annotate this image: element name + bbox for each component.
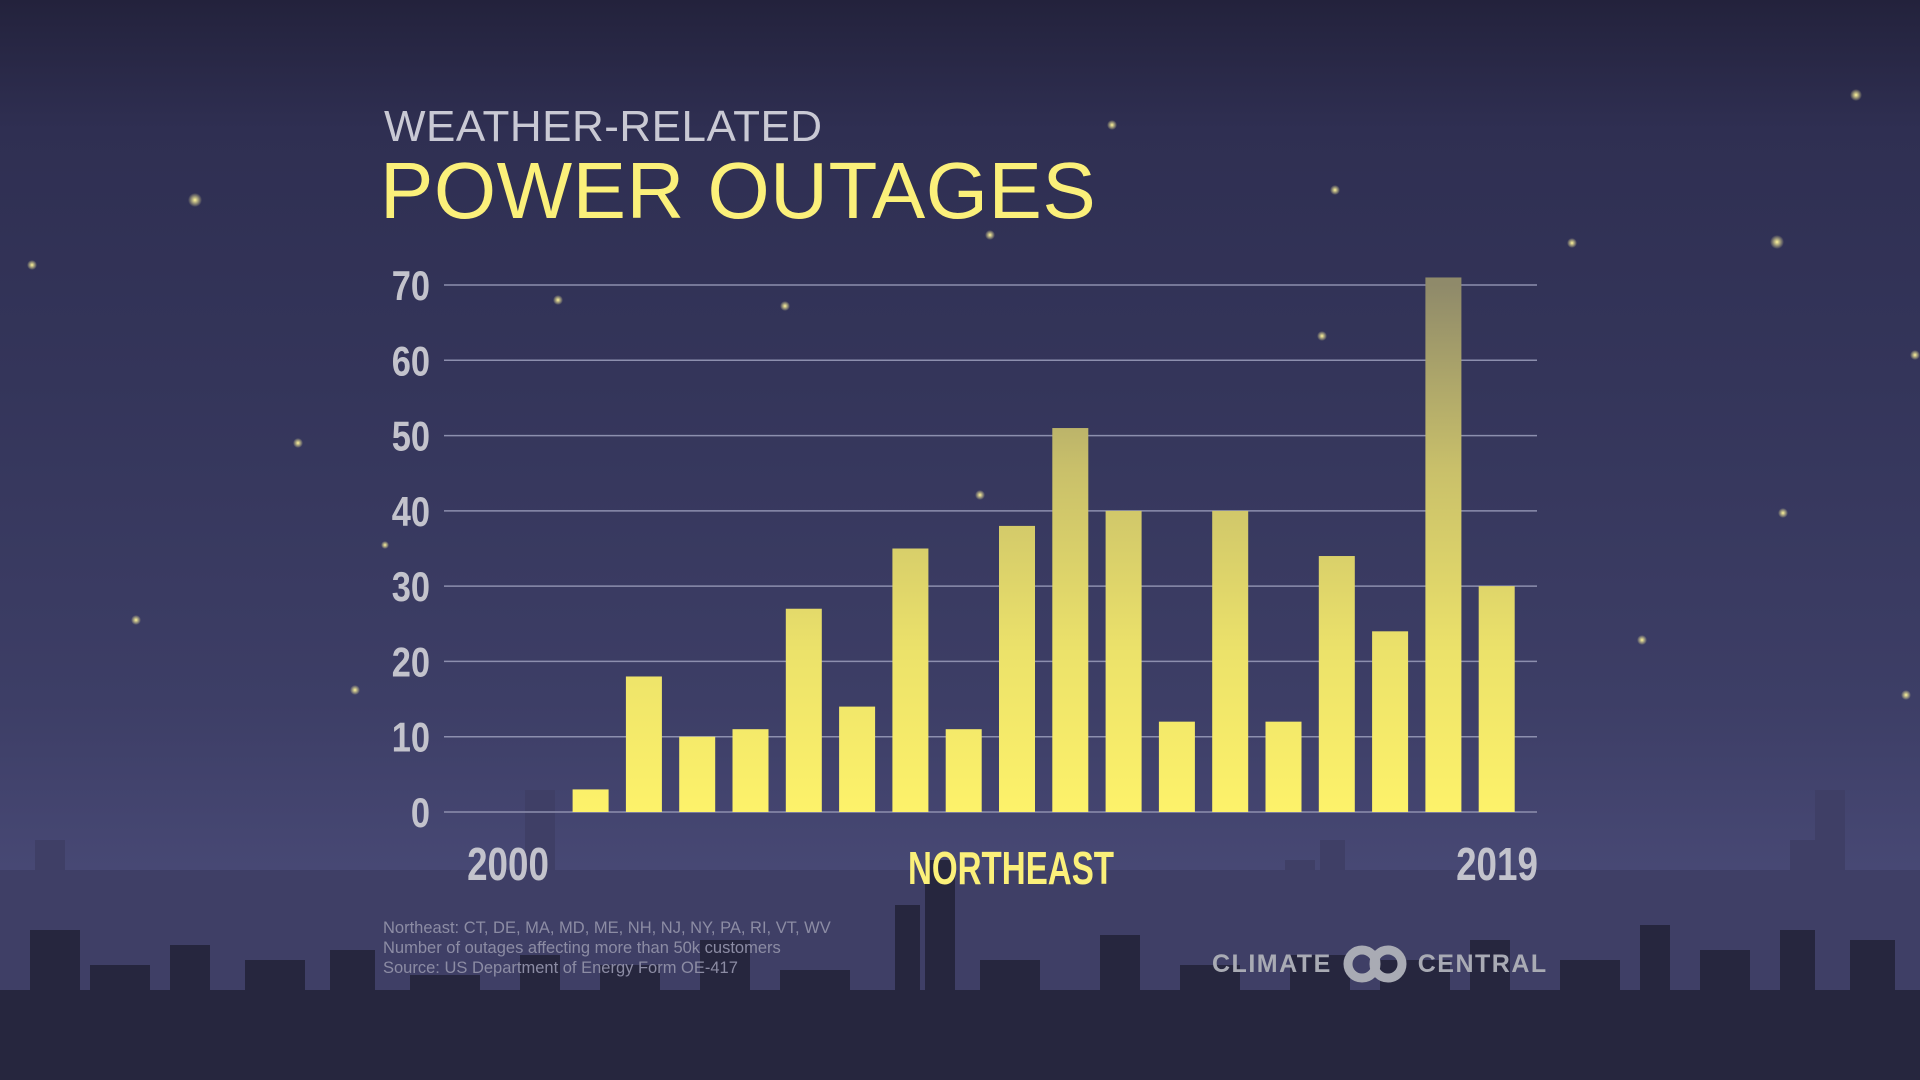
x-tick-label-end: 2019	[1456, 838, 1538, 890]
bar-2013	[1158, 721, 1195, 812]
x-tick-label-start: 2000	[467, 838, 549, 890]
stars	[27, 89, 1920, 700]
y-tick-label: 10	[392, 715, 430, 762]
bars	[572, 277, 1515, 812]
logo-text-left: CLIMATE	[1212, 949, 1332, 978]
x-axis-label: NORTHEAST	[908, 844, 1114, 894]
y-tick-label: 0	[411, 790, 430, 837]
bar-2014	[1212, 510, 1249, 812]
logo-text-right: CENTRAL	[1417, 949, 1548, 978]
y-tick-label: 60	[392, 338, 430, 385]
y-tick-label: 50	[392, 413, 430, 460]
bar-2003	[625, 676, 662, 812]
gridlines	[444, 284, 1537, 813]
footnote-region: Northeast: CT, DE, MA, MD, ME, NH, NJ, N…	[383, 919, 831, 937]
bar-2004	[679, 736, 716, 812]
bar-2017	[1372, 631, 1409, 812]
bar-2012	[1105, 510, 1142, 812]
bar-2002	[572, 789, 609, 812]
bar-2008	[892, 548, 929, 812]
bar-2018	[1425, 277, 1462, 812]
bar-2015	[1265, 721, 1302, 812]
bar-2016	[1318, 556, 1355, 812]
bar-2009	[945, 729, 982, 812]
footnotes: Northeast: CT, DE, MA, MD, ME, NH, NJ, N…	[383, 918, 831, 978]
y-axis-ticks: 0 10 20 30 40 50 60 70	[392, 263, 430, 837]
chart-subtitle: WEATHER-RELATED	[384, 102, 823, 151]
footnote-source: Source: US Department of Energy Form OE-…	[383, 959, 738, 977]
y-tick-label: 70	[392, 263, 430, 310]
skyline-front	[0, 860, 1920, 1080]
y-tick-label: 30	[392, 564, 430, 611]
chart-title: POWER OUTAGES	[380, 146, 1097, 235]
logo-rings-icon	[1343, 945, 1407, 983]
bar-2010	[999, 525, 1035, 812]
bar-2007	[839, 706, 876, 812]
y-tick-label: 40	[392, 489, 430, 536]
footnote-definition: Number of outages affecting more than 50…	[383, 939, 781, 957]
climate-central-logo: CLIMATE CENTRAL	[1212, 945, 1548, 983]
bar-2011	[1052, 428, 1089, 812]
bar-2005	[732, 729, 769, 812]
bar-2006	[785, 608, 822, 812]
y-tick-label: 20	[392, 639, 430, 686]
bar-2019	[1478, 586, 1515, 812]
